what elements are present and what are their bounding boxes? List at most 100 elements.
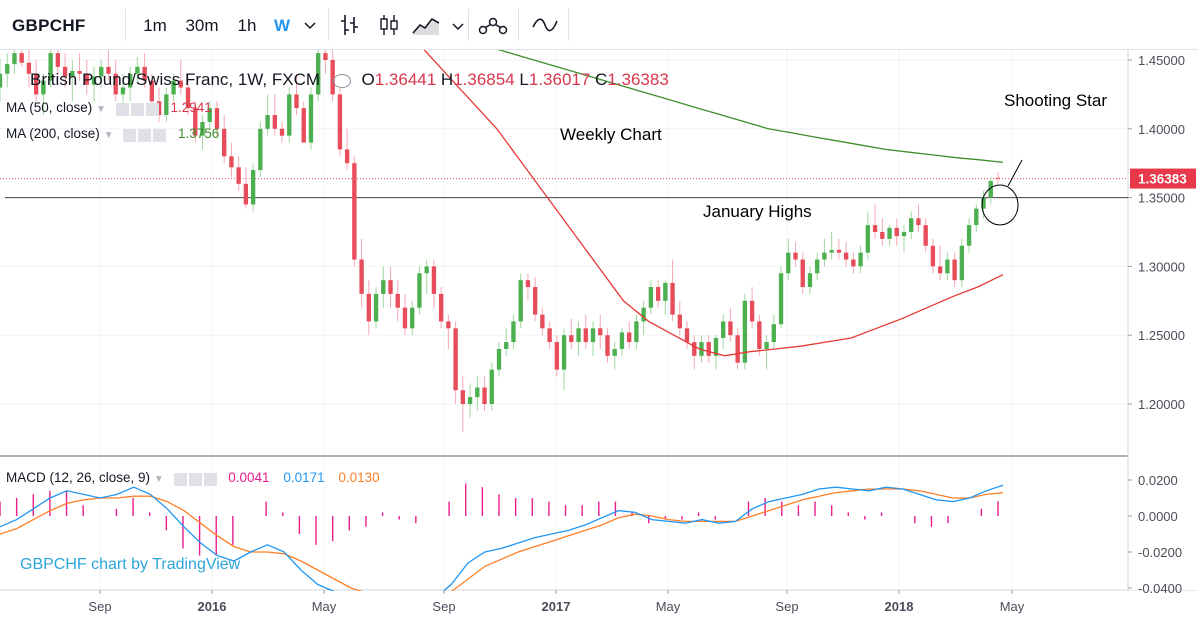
toolbar-divider: [468, 9, 469, 41]
interval-1m[interactable]: 1m: [143, 16, 167, 35]
settings-icons[interactable]: [115, 101, 161, 116]
interval-1h[interactable]: 1h: [237, 16, 257, 35]
price-tick-label: 1.20000: [1138, 397, 1185, 412]
candle-body: [294, 94, 299, 109]
interval-30m[interactable]: 30m: [185, 16, 219, 35]
bar-style-icon[interactable]: [340, 13, 360, 37]
candle: [294, 73, 299, 116]
candle-body: [619, 332, 625, 349]
settings-icons[interactable]: [123, 127, 168, 142]
settings-icons[interactable]: [173, 471, 219, 486]
candle-body: [937, 266, 943, 274]
candle-body: [836, 249, 842, 253]
time-tick-label: May: [656, 599, 681, 614]
candle: [438, 287, 444, 329]
candle-body: [757, 321, 762, 349]
price-chart[interactable]: 1.45000 1.40000 1.35000 1.30000 1.25000 1.200…: [0, 50, 1198, 621]
candle: [41, 73, 46, 116]
interval-w[interactable]: W: [273, 16, 291, 35]
candle-body: [84, 73, 89, 85]
candle-body: [525, 280, 531, 288]
style-dropdown[interactable]: [448, 0, 468, 50]
candle: [113, 60, 118, 102]
candle-body: [316, 53, 321, 95]
candle-body: [272, 115, 277, 129]
time-tick-label: Sep: [775, 599, 798, 614]
candle: [858, 245, 863, 274]
candle-body: [655, 287, 661, 301]
ma200-legend[interactable]: MA (200, close) ▼ 1.3756: [6, 126, 219, 142]
candle-body: [995, 177, 1001, 179]
candle: [243, 167, 249, 209]
candle-style-icon[interactable]: [378, 13, 400, 37]
symbol-button[interactable]: GBPCHF: [12, 16, 86, 35]
candle-body: [916, 218, 921, 226]
candle: [373, 287, 379, 329]
ma200-line: [497, 50, 1004, 164]
candle-body: [735, 335, 740, 363]
candle-body: [308, 94, 314, 143]
toolbar-divider: [125, 9, 126, 41]
candle: [901, 225, 907, 253]
january-highs-annotation: January Highs: [703, 202, 812, 221]
time-tick-label: 2016: [198, 599, 227, 614]
candle-body: [713, 337, 719, 356]
candle: [330, 50, 335, 102]
candle: [583, 314, 588, 349]
candle: [619, 328, 625, 356]
low-label: L: [519, 70, 529, 89]
candle-body: [677, 314, 682, 329]
candle: [923, 218, 928, 253]
time-tick-label: May: [1000, 599, 1025, 614]
candle-body: [388, 280, 393, 294]
candle-body: [236, 167, 241, 184]
candle-body: [12, 53, 17, 65]
candle-body: [612, 348, 617, 356]
candle-body: [446, 321, 451, 329]
candle-body: [786, 252, 791, 274]
candle-body: [872, 225, 878, 232]
candle: [323, 50, 328, 74]
candle: [207, 101, 212, 129]
candle-body: [330, 60, 335, 95]
interval-dropdown[interactable]: [300, 0, 320, 50]
candle-body: [26, 62, 32, 74]
candle-body: [287, 94, 292, 136]
eye-icon[interactable]: [332, 73, 351, 88]
candle: [634, 314, 639, 349]
candle-body: [851, 259, 856, 267]
candle: [366, 280, 371, 336]
candle-body: [222, 128, 227, 157]
shooting-star-pointer: [1007, 159, 1023, 187]
candle-body: [648, 287, 654, 308]
candle: [713, 335, 719, 370]
candle-body: [301, 108, 306, 143]
candle-body: [822, 252, 827, 260]
macd-legend[interactable]: MACD (12, 26, close, 9) ▼ 0.0041 0.0171 …: [6, 470, 380, 486]
candle: [504, 328, 509, 356]
candle-body: [532, 287, 538, 315]
candle: [764, 335, 769, 370]
candle: [265, 94, 270, 136]
area-style-icon[interactable]: [412, 13, 440, 37]
candle: [26, 50, 32, 88]
candle: [670, 259, 675, 322]
ma50-legend[interactable]: MA (50, close) ▼ 1.2941: [6, 100, 212, 116]
candle: [62, 53, 68, 88]
candle-body: [583, 328, 588, 343]
candle: [48, 50, 53, 88]
candle: [388, 266, 393, 308]
indicators-icon[interactable]: [478, 13, 508, 37]
candle: [966, 218, 972, 253]
candle-body: [279, 128, 285, 136]
candle: [344, 128, 350, 171]
candle-body: [214, 108, 220, 129]
ma50-line: [423, 50, 1004, 357]
candle: [735, 328, 740, 370]
candle: [410, 300, 415, 336]
candle-body: [381, 280, 386, 294]
candle: [807, 266, 813, 294]
shooting-star-annotation: Shooting Star: [1004, 91, 1108, 110]
compare-icon[interactable]: [532, 13, 558, 37]
open-value: 1.36441: [374, 70, 437, 89]
